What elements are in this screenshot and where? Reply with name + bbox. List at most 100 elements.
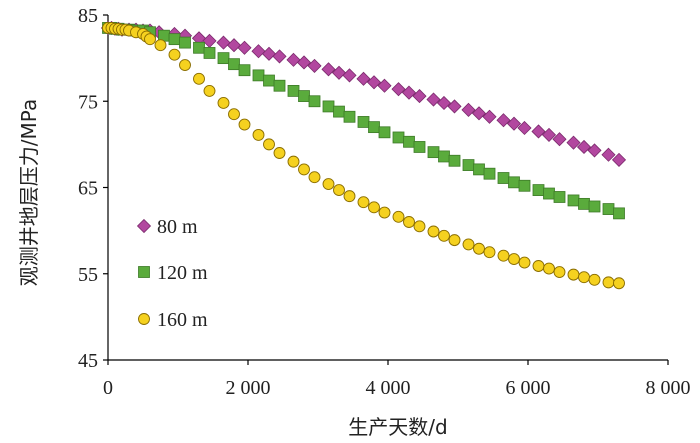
data-point: [448, 154, 461, 167]
data-point: [308, 171, 321, 184]
data-point: [179, 59, 191, 71]
data-point: [308, 95, 321, 108]
y-tick-label: 45: [78, 350, 98, 372]
data-point: [193, 41, 205, 54]
data-point: [296, 55, 312, 70]
data-point: [602, 203, 615, 215]
data-point: [553, 191, 566, 203]
data-point: [343, 190, 356, 203]
data-point: [322, 178, 335, 191]
data-point: [412, 89, 427, 104]
data-point: [588, 200, 601, 213]
data-point: [611, 152, 627, 167]
data-point: [438, 229, 450, 242]
data-point: [613, 277, 625, 290]
data-point: [333, 105, 345, 118]
data-point: [202, 33, 217, 48]
data-point: [532, 260, 545, 272]
y-axis-title: 观测井地层压力/MPa: [17, 99, 41, 286]
data-point: [578, 197, 590, 210]
data-point: [576, 139, 592, 155]
data-point: [543, 262, 555, 275]
data-point: [238, 64, 251, 77]
data-point: [237, 40, 252, 55]
x-tick-label: 0: [103, 377, 113, 399]
data-point: [462, 159, 475, 171]
data-point: [343, 110, 356, 123]
data-point: [426, 92, 441, 107]
data-point: [427, 146, 440, 159]
data-point: [518, 179, 531, 192]
data-point: [377, 78, 392, 93]
data-point: [413, 220, 426, 233]
data-point: [273, 147, 286, 159]
data-point: [342, 68, 357, 83]
data-point: [473, 242, 485, 255]
data-point: [471, 106, 487, 121]
data-point: [226, 38, 242, 53]
data-point: [436, 95, 452, 111]
data-point: [541, 127, 557, 142]
data-point: [368, 121, 380, 134]
data-point: [331, 65, 347, 80]
data-point: [322, 100, 335, 113]
data-point: [216, 35, 231, 50]
data-point: [403, 135, 415, 148]
x-tick-label: 6 000: [506, 377, 551, 399]
x-tick-label: 2 000: [226, 377, 271, 399]
data-point: [357, 116, 370, 128]
data-point: [602, 276, 615, 289]
data-point: [286, 52, 301, 67]
data-point: [154, 39, 167, 52]
data-point: [378, 206, 391, 219]
data-point: [217, 52, 230, 65]
data-point: [532, 184, 545, 196]
data-point: [543, 187, 555, 200]
data-point: [461, 102, 476, 117]
data-point: [298, 163, 310, 176]
data-point: [287, 155, 300, 168]
data-point: [401, 85, 417, 100]
data-point: [508, 176, 520, 189]
data-point: [168, 33, 181, 46]
data-point: [462, 238, 475, 251]
data-point: [497, 249, 510, 262]
data-point: [179, 36, 191, 49]
data-point: [447, 99, 462, 114]
data-point: [588, 273, 601, 286]
data-point: [567, 268, 580, 281]
data-point: [261, 46, 277, 61]
data-point: [508, 253, 520, 266]
data-point: [392, 210, 405, 223]
axis-ticks: 0 2 000 4 000 6 000 8 000 45 55 65 75 85: [78, 5, 691, 399]
y-tick-label: 65: [78, 178, 98, 200]
data-point: [391, 82, 406, 97]
data-point: [298, 90, 310, 102]
data-point: [321, 62, 336, 77]
data-point: [357, 196, 370, 209]
legend-marker: [138, 313, 150, 325]
data-point: [601, 147, 616, 162]
data-point: [193, 72, 205, 85]
data-point: [506, 116, 522, 131]
data-point: [587, 143, 602, 158]
data-point: [403, 216, 415, 228]
series-layer: [100, 20, 627, 290]
x-tick-label: 4 000: [366, 377, 411, 399]
data-point: [482, 109, 497, 124]
data-point: [252, 69, 265, 82]
data-point: [168, 48, 181, 61]
data-point: [483, 246, 496, 259]
legend-marker: [138, 266, 150, 278]
data-point: [518, 256, 531, 269]
data-point: [217, 97, 230, 109]
legend: 80 m 120 m 160 m: [136, 216, 208, 331]
data-point: [251, 44, 266, 59]
y-tick-label: 85: [78, 5, 98, 27]
data-point: [497, 172, 510, 184]
data-point: [473, 163, 485, 176]
data-point: [203, 84, 216, 97]
data-point: [203, 47, 216, 59]
legend-label: 160 m: [157, 309, 208, 331]
series-2: [102, 22, 625, 220]
